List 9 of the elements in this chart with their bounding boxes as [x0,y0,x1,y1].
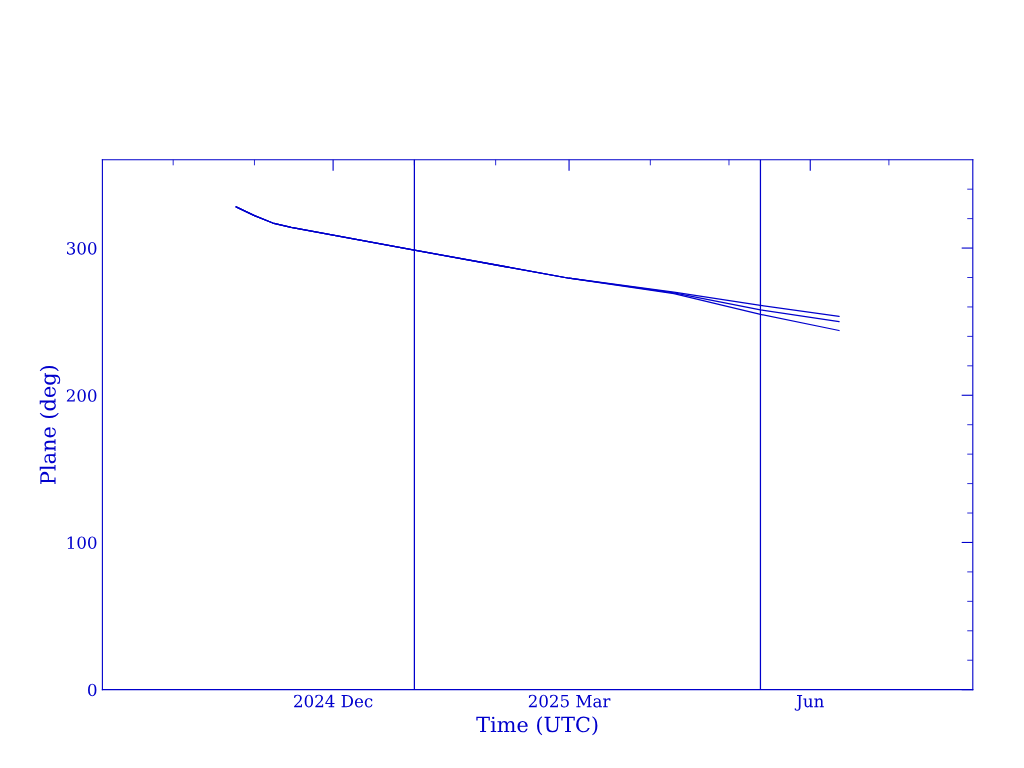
y-tick-label: 0 [88,683,97,697]
x-tick-label: 2024 Dec [294,694,373,708]
x-axis-title: Time (UTC) [476,716,598,736]
y-tick-label: 300 [67,242,97,255]
x-tick-label: Jun [794,695,824,711]
y-tick-label: 200 [66,389,97,402]
y-tick-label: 100 [67,536,97,550]
y-axis-title: Plane (deg) [39,365,61,484]
x-tick-label: 2025 Mar [528,694,611,708]
